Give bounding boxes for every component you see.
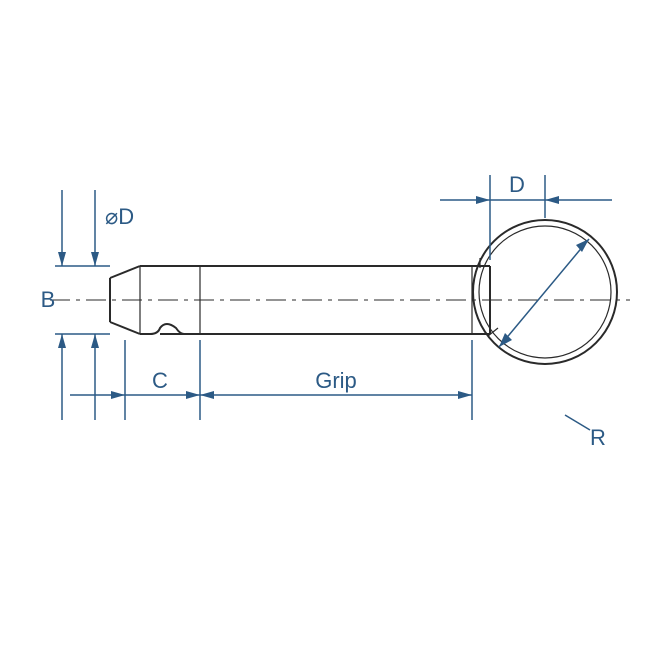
label-diameter-d: ⌀D [105,204,134,229]
label-grip: Grip [315,368,357,393]
dimension-grip: Grip [200,340,472,420]
dimension-c: C [70,340,200,420]
label-r: R [590,425,606,450]
label-c: C [152,368,168,393]
label-d-top: D [509,172,525,197]
dimension-diameter-d: ⌀D [55,190,134,334]
pin-diagram: ⌀D B C Grip [0,0,670,670]
dimension-b: B [41,190,99,420]
dimension-r: R [499,239,606,450]
dimension-d-top: D [440,172,612,260]
label-b: B [41,287,56,312]
